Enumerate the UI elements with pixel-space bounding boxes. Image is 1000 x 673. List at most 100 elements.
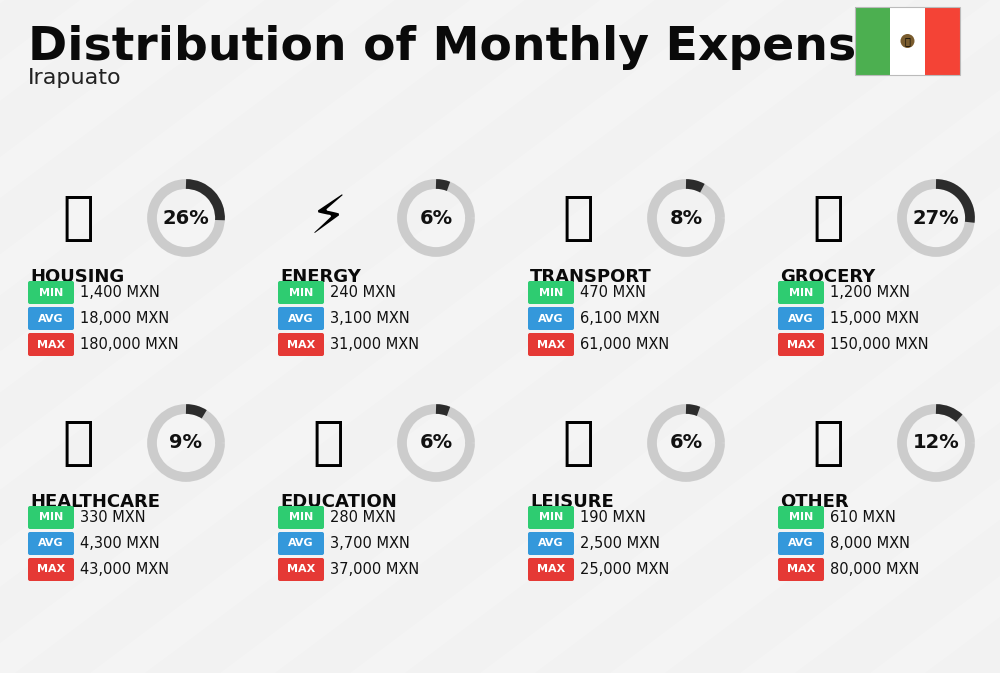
- FancyBboxPatch shape: [278, 307, 324, 330]
- Text: 8,000 MXN: 8,000 MXN: [830, 536, 910, 551]
- FancyBboxPatch shape: [855, 7, 890, 75]
- Polygon shape: [610, 0, 1000, 673]
- Text: AVG: AVG: [38, 538, 64, 548]
- Text: Distribution of Monthly Expenses: Distribution of Monthly Expenses: [28, 25, 916, 70]
- Text: Irapuato: Irapuato: [28, 68, 122, 88]
- Text: LEISURE: LEISURE: [530, 493, 614, 511]
- Text: MIN: MIN: [539, 287, 563, 297]
- Text: AVG: AVG: [288, 314, 314, 324]
- Text: 🎓: 🎓: [312, 417, 344, 469]
- Text: 240 MXN: 240 MXN: [330, 285, 396, 300]
- Text: 27%: 27%: [913, 209, 959, 227]
- Polygon shape: [0, 0, 785, 673]
- FancyBboxPatch shape: [890, 7, 925, 75]
- Text: MIN: MIN: [789, 513, 813, 522]
- Text: HOUSING: HOUSING: [30, 268, 124, 286]
- Text: 12%: 12%: [913, 433, 959, 452]
- FancyBboxPatch shape: [528, 281, 574, 304]
- Text: MIN: MIN: [289, 513, 313, 522]
- FancyBboxPatch shape: [278, 281, 324, 304]
- Text: MAX: MAX: [37, 565, 65, 575]
- FancyBboxPatch shape: [278, 558, 324, 581]
- Circle shape: [900, 34, 914, 48]
- Text: 6%: 6%: [669, 433, 703, 452]
- Text: 💰: 💰: [812, 417, 844, 469]
- Text: 80,000 MXN: 80,000 MXN: [830, 562, 919, 577]
- Text: AVG: AVG: [38, 314, 64, 324]
- Text: 37,000 MXN: 37,000 MXN: [330, 562, 419, 577]
- FancyBboxPatch shape: [778, 558, 824, 581]
- FancyBboxPatch shape: [528, 333, 574, 356]
- Text: 2,500 MXN: 2,500 MXN: [580, 536, 660, 551]
- FancyBboxPatch shape: [778, 281, 824, 304]
- Polygon shape: [350, 0, 1000, 673]
- FancyBboxPatch shape: [28, 281, 74, 304]
- Text: 25,000 MXN: 25,000 MXN: [580, 562, 669, 577]
- Polygon shape: [90, 0, 1000, 673]
- Text: 1,400 MXN: 1,400 MXN: [80, 285, 160, 300]
- FancyBboxPatch shape: [278, 333, 324, 356]
- Polygon shape: [0, 0, 525, 673]
- Text: MIN: MIN: [289, 287, 313, 297]
- Text: 6%: 6%: [419, 433, 453, 452]
- FancyBboxPatch shape: [528, 506, 574, 529]
- Text: 31,000 MXN: 31,000 MXN: [330, 337, 419, 352]
- Text: GROCERY: GROCERY: [780, 268, 875, 286]
- Text: MIN: MIN: [39, 513, 63, 522]
- FancyBboxPatch shape: [28, 532, 74, 555]
- FancyBboxPatch shape: [278, 506, 324, 529]
- Text: 330 MXN: 330 MXN: [80, 510, 146, 525]
- Text: ENERGY: ENERGY: [280, 268, 361, 286]
- Polygon shape: [740, 0, 1000, 673]
- Text: AVG: AVG: [288, 538, 314, 548]
- Text: 43,000 MXN: 43,000 MXN: [80, 562, 169, 577]
- Text: HEALTHCARE: HEALTHCARE: [30, 493, 160, 511]
- Text: 470 MXN: 470 MXN: [580, 285, 646, 300]
- Text: EDUCATION: EDUCATION: [280, 493, 397, 511]
- Text: 280 MXN: 280 MXN: [330, 510, 396, 525]
- Text: 🛒: 🛒: [812, 192, 844, 244]
- Text: 💗: 💗: [62, 417, 94, 469]
- Text: 1,200 MXN: 1,200 MXN: [830, 285, 910, 300]
- FancyBboxPatch shape: [28, 333, 74, 356]
- Text: MIN: MIN: [39, 287, 63, 297]
- FancyBboxPatch shape: [28, 307, 74, 330]
- Text: AVG: AVG: [538, 314, 564, 324]
- Polygon shape: [0, 0, 5, 673]
- Text: 3,700 MXN: 3,700 MXN: [330, 536, 410, 551]
- FancyBboxPatch shape: [778, 307, 824, 330]
- Text: 🏢: 🏢: [62, 192, 94, 244]
- Polygon shape: [870, 0, 1000, 673]
- Text: 26%: 26%: [163, 209, 209, 227]
- Text: 61,000 MXN: 61,000 MXN: [580, 337, 669, 352]
- FancyBboxPatch shape: [528, 532, 574, 555]
- Text: 610 MXN: 610 MXN: [830, 510, 896, 525]
- Text: 190 MXN: 190 MXN: [580, 510, 646, 525]
- Text: MIN: MIN: [789, 287, 813, 297]
- Text: 🚌: 🚌: [562, 192, 594, 244]
- FancyBboxPatch shape: [278, 532, 324, 555]
- Text: MAX: MAX: [287, 565, 315, 575]
- FancyBboxPatch shape: [778, 532, 824, 555]
- Text: AVG: AVG: [538, 538, 564, 548]
- Polygon shape: [0, 0, 135, 673]
- FancyBboxPatch shape: [28, 506, 74, 529]
- Text: MAX: MAX: [787, 339, 815, 349]
- Text: 150,000 MXN: 150,000 MXN: [830, 337, 929, 352]
- Polygon shape: [0, 0, 655, 673]
- Text: 18,000 MXN: 18,000 MXN: [80, 311, 169, 326]
- Text: ⚡: ⚡: [310, 192, 347, 244]
- FancyBboxPatch shape: [925, 7, 960, 75]
- Polygon shape: [480, 0, 1000, 673]
- Polygon shape: [0, 0, 395, 673]
- Text: MAX: MAX: [537, 339, 565, 349]
- Text: 🛍: 🛍: [562, 417, 594, 469]
- Text: OTHER: OTHER: [780, 493, 849, 511]
- Text: 9%: 9%: [170, 433, 202, 452]
- Text: 6%: 6%: [419, 209, 453, 227]
- Text: 3,100 MXN: 3,100 MXN: [330, 311, 410, 326]
- Polygon shape: [220, 0, 1000, 673]
- Polygon shape: [0, 0, 265, 673]
- Text: TRANSPORT: TRANSPORT: [530, 268, 652, 286]
- Text: 6,100 MXN: 6,100 MXN: [580, 311, 660, 326]
